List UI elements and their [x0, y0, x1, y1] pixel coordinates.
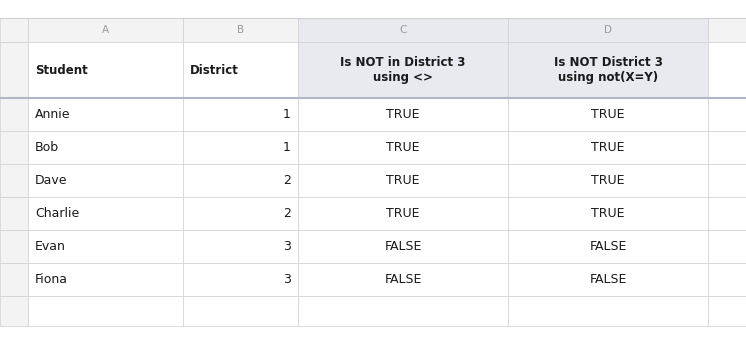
Bar [28, 131, 183, 164]
Text: Is NOT District 3
using not(X=Y): Is NOT District 3 using not(X=Y) [554, 56, 662, 84]
Bar [183, 18, 298, 42]
Text: FALSE: FALSE [589, 240, 627, 253]
Text: 1: 1 [283, 108, 291, 121]
Text: A: A [102, 25, 109, 35]
Text: Fiona: Fiona [35, 273, 68, 286]
Bar [708, 42, 746, 98]
Bar [298, 131, 508, 164]
Bar [28, 164, 183, 197]
Text: Dave: Dave [35, 174, 67, 187]
Bar [0, 98, 28, 131]
Bar [0, 0, 746, 18]
Bar [298, 18, 508, 42]
Bar [28, 42, 183, 98]
Text: 2: 2 [283, 207, 291, 220]
Bar [183, 197, 298, 230]
Bar [28, 296, 183, 326]
Bar [0, 230, 28, 263]
Bar [0, 263, 28, 296]
Text: C: C [399, 25, 407, 35]
Text: Student: Student [35, 63, 88, 77]
Text: Evan: Evan [35, 240, 66, 253]
Bar [508, 296, 708, 326]
Bar [0, 18, 28, 42]
Bar [0, 197, 28, 230]
Bar [508, 18, 708, 42]
Bar [183, 296, 298, 326]
Bar [0, 42, 28, 98]
Bar [708, 18, 746, 42]
Bar [708, 98, 746, 131]
Bar [708, 263, 746, 296]
Bar [183, 131, 298, 164]
Bar [508, 131, 708, 164]
Bar [0, 131, 28, 164]
Text: 3: 3 [283, 240, 291, 253]
Bar [508, 98, 708, 131]
Bar [183, 98, 298, 131]
Text: TRUE: TRUE [592, 108, 624, 121]
Bar [298, 197, 508, 230]
Text: B: B [237, 25, 244, 35]
Bar [28, 263, 183, 296]
Bar [0, 164, 28, 197]
Text: District: District [190, 63, 239, 77]
Bar [508, 42, 708, 98]
Bar [508, 230, 708, 263]
Bar [183, 42, 298, 98]
Bar [708, 131, 746, 164]
Bar [508, 263, 708, 296]
Bar [28, 197, 183, 230]
Bar [28, 18, 183, 42]
Bar [183, 164, 298, 197]
Bar [0, 296, 28, 326]
Bar [28, 98, 183, 131]
Text: D: D [604, 25, 612, 35]
Bar [183, 263, 298, 296]
Text: FALSE: FALSE [384, 240, 421, 253]
Bar [298, 164, 508, 197]
Text: TRUE: TRUE [592, 207, 624, 220]
Text: Annie: Annie [35, 108, 71, 121]
Bar [708, 197, 746, 230]
Text: TRUE: TRUE [592, 141, 624, 154]
Bar [708, 164, 746, 197]
Text: FALSE: FALSE [589, 273, 627, 286]
Text: TRUE: TRUE [386, 174, 420, 187]
Bar [298, 230, 508, 263]
Text: TRUE: TRUE [386, 108, 420, 121]
Bar [298, 263, 508, 296]
Text: TRUE: TRUE [386, 141, 420, 154]
Bar [708, 296, 746, 326]
Text: Charlie: Charlie [35, 207, 79, 220]
Text: FALSE: FALSE [384, 273, 421, 286]
Bar [298, 296, 508, 326]
Bar [298, 42, 508, 98]
Text: TRUE: TRUE [386, 207, 420, 220]
Bar [508, 197, 708, 230]
Text: 3: 3 [283, 273, 291, 286]
Bar [708, 230, 746, 263]
Text: 2: 2 [283, 174, 291, 187]
Text: 1: 1 [283, 141, 291, 154]
Bar [183, 230, 298, 263]
Text: TRUE: TRUE [592, 174, 624, 187]
Text: Bob: Bob [35, 141, 59, 154]
Bar [28, 230, 183, 263]
Text: Is NOT in District 3
using <>: Is NOT in District 3 using <> [340, 56, 466, 84]
Bar [508, 164, 708, 197]
Bar [298, 98, 508, 131]
